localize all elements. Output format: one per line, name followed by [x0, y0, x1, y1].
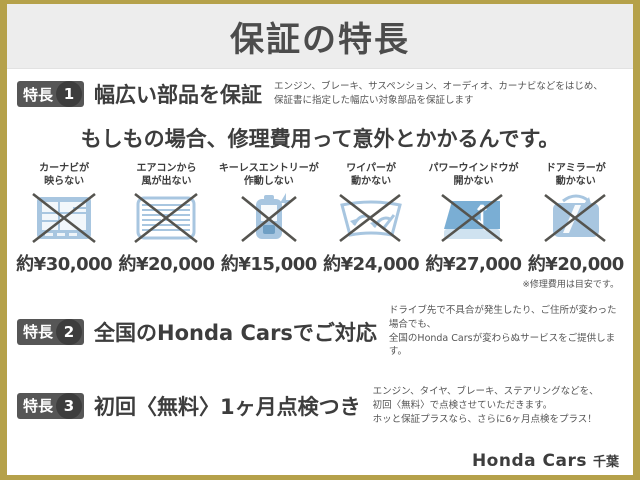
- door-mirror-icon: [541, 191, 611, 249]
- feature-heading-2: 全国のHonda Carsでご対応: [94, 320, 377, 345]
- cost-item-caption: ドアミラーが 動かない: [545, 163, 606, 187]
- feature-row-3: 特長 3 初回〈無料〉1ヶ月点検つき エンジン、タイヤ、ブレーキ、ステアリングな…: [7, 385, 633, 426]
- feature-badge-3: 特長 3: [17, 392, 85, 419]
- cost-subheading: もしもの場合、修理費用って意外とかかるんです。: [80, 127, 560, 151]
- windshield-wiper-icon: [336, 191, 406, 249]
- cost-icon-grid: カーナビが 映らない 約¥30,000 エアコンから 風が出ない: [7, 163, 633, 276]
- feature-row-2: 特長 2 全国のHonda Carsでご対応 ドライブ先で不具合が発生したり、ご…: [7, 304, 633, 359]
- page-header: 保証の特長: [7, 4, 633, 69]
- footer-brand: Honda Cars 千葉: [472, 451, 619, 471]
- feature-description-1: エンジン、ブレーキ、サスペンション、オーディオ、カーナビなどをはじめ、 保証書に…: [274, 81, 603, 106]
- feature-badge-number-3: 3: [56, 392, 83, 419]
- feature-badge-label-1: 特長: [23, 85, 54, 104]
- cost-item-caption: ワイパーが 動かない: [346, 163, 397, 187]
- cost-item-price: 約¥20,000: [527, 254, 624, 275]
- cost-note: ※修理費用は目安です。: [522, 280, 619, 290]
- cost-item-air-conditioner: エアコンから 風が出ない 約¥20,000: [115, 163, 217, 276]
- car-navigation-icon: [29, 191, 99, 249]
- cost-item-caption: カーナビが 映らない: [39, 163, 90, 187]
- page-title: 保証の特長: [230, 19, 410, 60]
- power-window-icon: [438, 191, 508, 249]
- brand-name: Honda Cars: [471, 451, 587, 471]
- cost-item-door-mirror: ドアミラーが 動かない 約¥20,000: [525, 163, 627, 276]
- cost-item-windshield-wiper: ワイパーが 動かない 約¥24,000: [320, 163, 422, 276]
- brand-region: 千葉: [592, 455, 619, 470]
- feature-row-1: 特長 1 幅広い部品を保証 エンジン、ブレーキ、サスペンション、オーディオ、カー…: [7, 79, 633, 109]
- feature-badge-label-3: 特長: [23, 397, 54, 416]
- cost-item-price: 約¥20,000: [118, 254, 215, 275]
- air-conditioner-icon: [131, 191, 201, 249]
- feature-badge-number-1: 1: [56, 81, 83, 107]
- cost-item-keyless-entry: キーレスエントリーが 作動しない 約¥15,000: [218, 163, 320, 276]
- feature-badge-1: 特長 1: [17, 81, 85, 107]
- feature-badge-2: 特長 2: [17, 318, 85, 345]
- cost-item-caption: パワーウインドウが 開かない: [428, 163, 519, 187]
- cost-item-car-navigation: カーナビが 映らない 約¥30,000: [13, 163, 115, 276]
- feature-badge-number-2: 2: [56, 318, 83, 345]
- feature-badge-label-2: 特長: [23, 323, 54, 342]
- cost-item-price: 約¥27,000: [425, 254, 522, 275]
- cost-item-caption: キーレスエントリーが 作動しない: [218, 163, 319, 187]
- cost-item-price: 約¥24,000: [323, 254, 420, 275]
- feature-description-3: エンジン、タイヤ、ブレーキ、ステアリングなどを、 初回〈無料〉で点検させていただ…: [372, 386, 599, 425]
- cost-item-price: 約¥30,000: [16, 254, 113, 275]
- feature-heading-1: 幅広い部品を保証: [94, 83, 263, 107]
- feature-heading-3: 初回〈無料〉1ヶ月点検つき: [94, 394, 361, 419]
- keyless-entry-icon: [234, 191, 304, 249]
- cost-item-price: 約¥15,000: [220, 254, 317, 275]
- cost-item-caption: エアコンから 風が出ない: [136, 163, 197, 187]
- cost-item-power-window: パワーウインドウが 開かない 約¥27,000: [422, 163, 524, 276]
- feature-description-2: ドライブ先で不具合が発生したり、ご住所が変わった場合でも、 全国のHonda C…: [388, 305, 617, 358]
